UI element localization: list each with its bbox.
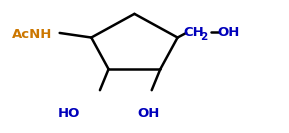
- Text: 2: 2: [201, 32, 208, 42]
- Text: CH: CH: [183, 26, 204, 39]
- Text: OH: OH: [137, 107, 160, 120]
- Text: HO: HO: [58, 107, 81, 120]
- Text: AcNH: AcNH: [12, 28, 53, 41]
- Text: OH: OH: [218, 26, 240, 39]
